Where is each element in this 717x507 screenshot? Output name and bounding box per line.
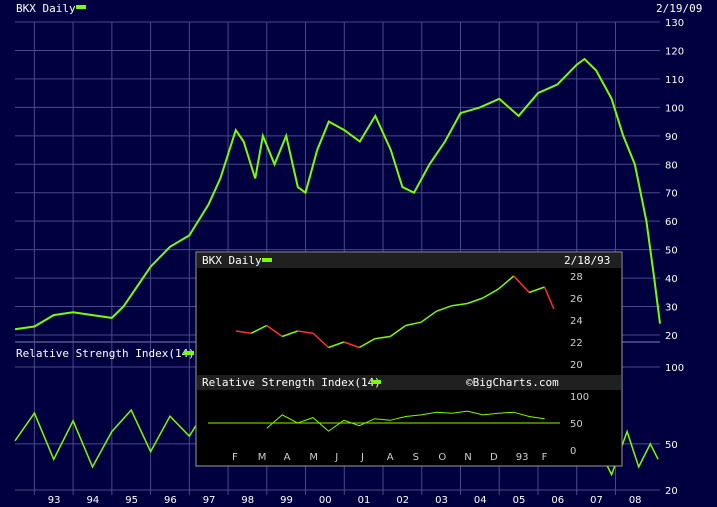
inset-price-segment	[358, 338, 376, 349]
price-tick-label: 120	[665, 46, 684, 57]
price-series-line	[14, 57, 661, 331]
year-tick-label: 99	[280, 495, 293, 506]
year-tick-label: 03	[435, 495, 448, 506]
inset-price-segment	[451, 302, 468, 307]
inset-rsi-tick-label: 50	[570, 419, 583, 430]
inset-price-segment	[497, 275, 515, 290]
inset-chart: BKX Daily 2/18/93 Relative Strength Inde…	[195, 251, 623, 467]
inset-price-segment	[266, 324, 283, 338]
inset-price-tick-label: 22	[570, 338, 583, 349]
inset-price-segment	[328, 341, 345, 349]
year-tick-label: 04	[474, 495, 487, 506]
inset-month-label: O	[438, 452, 446, 463]
inset-price-tick-label: 26	[570, 294, 583, 305]
inset-price-tick-label: 24	[570, 316, 583, 327]
year-tick-label: 95	[125, 495, 138, 506]
inset-month-label: A	[284, 452, 291, 463]
inset-price-segment	[297, 330, 314, 334]
rsi-tick-label: 50	[665, 440, 678, 451]
inset-price-segment	[235, 330, 252, 334]
inset-price-segment	[420, 310, 437, 323]
inset-rsi-legend-swatch	[371, 380, 381, 384]
inset-rsi-label: Relative Strength Index(14)	[202, 376, 381, 389]
main-date: 2/19/09	[656, 2, 702, 15]
price-tick-label: 100	[665, 103, 684, 114]
inset-rsi-tick-label: 100	[570, 392, 589, 403]
year-tick-label: 07	[590, 495, 603, 506]
year-tick-label: 00	[319, 495, 332, 506]
inset-month-label: A	[387, 452, 394, 463]
inset-price-segment	[528, 286, 545, 294]
year-tick-label: 97	[203, 495, 216, 506]
price-tick-label: 80	[665, 160, 678, 171]
price-tick-label: 130	[665, 18, 684, 29]
inset-month-label: S	[413, 452, 419, 463]
inset-month-label: F	[542, 452, 548, 463]
inset-watermark: ©BigCharts.com	[466, 376, 559, 389]
price-tick-label: 50	[665, 246, 678, 257]
price-tick-label: 60	[665, 217, 678, 228]
main-rsi-label: Relative Strength Index(14)	[16, 347, 195, 360]
main-legend-swatch	[76, 5, 86, 9]
price-tick-label: 20	[665, 331, 678, 342]
year-tick-label: 02	[396, 495, 409, 506]
year-tick-label: 05	[513, 495, 526, 506]
inset-price-segment	[343, 341, 360, 349]
year-tick-label: 08	[629, 495, 642, 506]
main-rsi-legend-swatch	[184, 351, 194, 355]
inset-price-tick-label: 20	[570, 360, 583, 371]
inset-month-label: D	[490, 452, 498, 463]
inset-rsi-line	[266, 410, 545, 432]
year-tick-label: 96	[164, 495, 177, 506]
inset-price-segment	[436, 304, 453, 312]
inset-price-tick-label: 28	[570, 272, 583, 283]
inset-date: 2/18/93	[564, 254, 610, 267]
inset-price-segment	[250, 324, 268, 334]
year-tick-label: 93	[48, 495, 61, 506]
year-tick-label: 01	[358, 495, 371, 506]
inset-legend-swatch	[262, 258, 272, 262]
price-tick-label: 40	[665, 274, 678, 285]
inset-price-segment	[543, 286, 555, 310]
inset-price-segment	[389, 324, 407, 338]
rsi-tick-label: 100	[665, 363, 684, 374]
year-tick-label: 94	[86, 495, 99, 506]
inset-price-segment	[405, 321, 422, 327]
price-tick-label: 30	[665, 303, 678, 314]
inset-month-label: N	[464, 452, 471, 463]
inset-title: BKX Daily	[202, 254, 262, 267]
inset-month-label: F	[232, 452, 238, 463]
inset-month-label: J	[360, 452, 364, 463]
inset-month-label: M	[258, 452, 267, 463]
main-title: BKX Daily	[16, 2, 76, 15]
inset-price-segment	[467, 297, 484, 305]
year-tick-label: 06	[551, 495, 564, 506]
inset-price-segment	[482, 288, 499, 299]
inset-rsi-tick-label: 0	[570, 446, 576, 457]
inset-price-segment	[513, 275, 530, 294]
rsi-tick-label: 20	[665, 486, 678, 497]
inset-price-segment	[374, 335, 391, 340]
inset-price-segment	[281, 330, 298, 338]
inset-price-segment	[312, 332, 329, 349]
price-tick-label: 110	[665, 75, 684, 86]
price-tick-label: 90	[665, 132, 678, 143]
rsi-series-line	[14, 403, 659, 477]
year-tick-label: 98	[241, 495, 254, 506]
inset-month-label: 93	[516, 452, 529, 463]
price-tick-label: 70	[665, 189, 678, 200]
inset-month-label: M	[309, 452, 318, 463]
inset-month-label: J	[334, 452, 338, 463]
